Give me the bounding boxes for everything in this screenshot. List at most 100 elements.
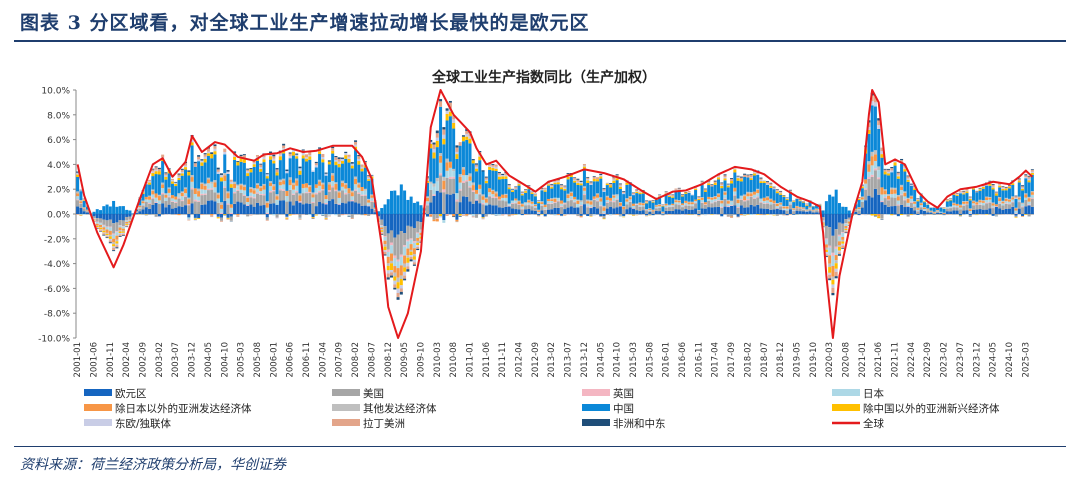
bar-segment — [762, 203, 766, 204]
bar-segment — [550, 203, 554, 210]
bar-segment — [510, 191, 514, 201]
bar-segment — [906, 197, 910, 200]
bar-segment — [229, 187, 233, 205]
bar-segment — [102, 232, 106, 234]
bar-segment — [76, 196, 80, 200]
bar-segment — [560, 186, 564, 188]
bar-segment — [504, 197, 508, 202]
bar-segment — [785, 206, 789, 207]
bar-segment — [370, 200, 374, 202]
bar-segment — [406, 248, 410, 256]
bar-segment — [177, 198, 181, 207]
bar-segment — [157, 171, 161, 175]
bar-segment — [184, 196, 188, 197]
bar-segment — [844, 219, 848, 224]
bar-segment — [913, 201, 917, 202]
bar-segment — [743, 201, 747, 208]
bar-segment — [367, 177, 371, 180]
bar-segment — [985, 196, 989, 198]
bar-segment — [334, 203, 338, 214]
y-tick-label: 10.0% — [41, 87, 70, 97]
bar-segment — [517, 184, 521, 186]
bar-segment — [180, 169, 184, 172]
bar-segment — [939, 212, 943, 213]
bar-segment — [703, 190, 707, 192]
bar-segment — [681, 196, 685, 204]
bar-segment — [354, 144, 358, 147]
bar-segment — [184, 188, 188, 194]
bar-segment — [533, 204, 537, 207]
bar-segment — [452, 168, 456, 172]
bar-segment — [416, 248, 420, 251]
bar-segment — [501, 207, 505, 214]
bar-segment — [586, 182, 590, 200]
bar-segment — [900, 184, 904, 187]
bar-segment — [831, 255, 835, 266]
bar-segment — [314, 165, 318, 168]
bar-segment — [190, 181, 194, 188]
bar-segment — [340, 182, 344, 187]
bar-segment — [978, 204, 982, 210]
bar-segment — [896, 194, 900, 197]
bar-segment — [903, 169, 907, 172]
bar-segment — [782, 214, 786, 215]
bar-segment — [429, 216, 433, 218]
bar-segment — [180, 168, 184, 170]
bar-segment — [622, 206, 626, 210]
bar-segment — [906, 202, 910, 206]
bar-segment — [1027, 198, 1031, 202]
bar-segment — [775, 208, 779, 214]
bar-segment — [131, 213, 135, 214]
bar-segment — [618, 201, 622, 204]
bar-segment — [730, 205, 734, 214]
bar-segment — [344, 153, 348, 156]
bar-segment — [844, 227, 848, 229]
bar-segment — [406, 269, 410, 272]
bar-segment — [520, 195, 524, 204]
bar-segment — [890, 172, 894, 188]
bar-segment — [121, 228, 125, 231]
x-axis: 2001-01 2001-06 2001-11 2002-04 2002-09 2003-… — [73, 342, 1031, 378]
bar-segment — [671, 205, 675, 207]
bar-segment — [164, 176, 168, 180]
bar-segment — [82, 207, 86, 209]
bar-segment — [334, 165, 338, 183]
bar-segment — [327, 214, 331, 216]
bar-segment — [497, 199, 501, 201]
bar-segment — [429, 214, 433, 217]
bar-segment — [497, 207, 501, 214]
bar-segment — [275, 199, 279, 205]
bar-segment — [1024, 176, 1028, 179]
bar-segment — [285, 201, 289, 214]
legend-swatch — [832, 404, 860, 411]
bar-segment — [752, 172, 756, 174]
bar-segment — [327, 161, 331, 165]
bar-segment — [524, 190, 528, 192]
bar-segment — [99, 210, 103, 214]
bar-segment — [631, 208, 635, 214]
bar-segment — [939, 207, 943, 212]
bar-segment — [255, 160, 259, 184]
bar-segment — [265, 207, 269, 213]
bar-segment — [524, 192, 528, 203]
bar-segment — [108, 206, 112, 214]
bar-segment — [700, 185, 704, 198]
bar-segment — [164, 200, 168, 208]
bar-segment — [128, 222, 132, 224]
bar-segment — [965, 193, 969, 201]
bar-segment — [684, 205, 688, 206]
bar-segment — [877, 214, 881, 217]
bar-segment — [386, 214, 390, 234]
bar-segment — [952, 194, 956, 203]
bar-segment — [1014, 196, 1018, 198]
bar-segment — [399, 231, 403, 255]
bar-segment — [785, 208, 789, 211]
bar-segment — [246, 214, 250, 217]
bar-segment — [373, 209, 377, 213]
x-tick-label: 2004-10 — [220, 342, 230, 378]
bar-segment — [766, 208, 770, 214]
bar-segment — [896, 200, 900, 205]
bar-segment — [174, 214, 178, 215]
bar-segment — [1001, 186, 1005, 187]
bar-segment — [206, 151, 210, 154]
